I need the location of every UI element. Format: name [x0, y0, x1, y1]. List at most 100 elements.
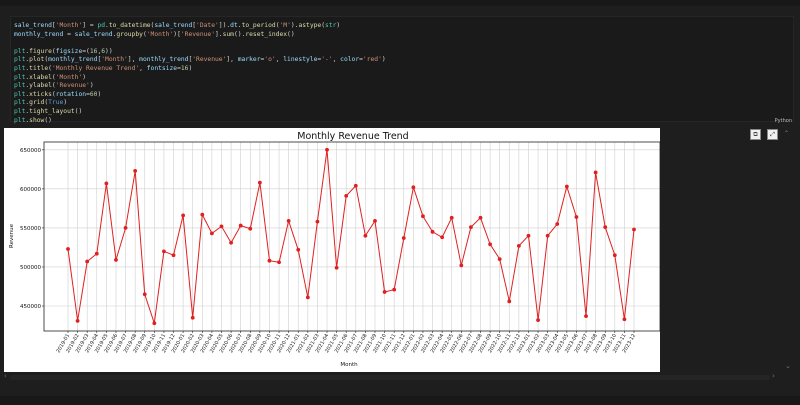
- expand-icon[interactable]: ⤢: [767, 129, 778, 140]
- code-token: (: [48, 64, 52, 72]
- code-token: dt: [230, 22, 238, 29]
- code-token: (): [74, 107, 83, 115]
- code-token: .: [25, 107, 30, 115]
- data-point: [257, 180, 262, 185]
- data-point: [593, 170, 598, 175]
- code-line[interactable]: plt.xlabel('Month'): [14, 74, 793, 83]
- code-line[interactable]: plt.ylabel('Revenue'): [14, 82, 793, 91]
- code-token: ,: [332, 56, 341, 64]
- code-line[interactable]: plt.grid(True): [14, 99, 793, 108]
- data-point: [190, 315, 195, 320]
- data-point: [440, 235, 445, 240]
- output-toolbar: ⧉ ⤢ ⌃: [750, 129, 795, 143]
- code-token: 'Month': [55, 22, 83, 29]
- code-line[interactable]: sale_trend['Month'] = pd.to_datetime(sal…: [14, 22, 793, 31]
- scrollbar-thumb[interactable]: [10, 375, 770, 380]
- data-point: [612, 253, 617, 258]
- code-token: ): [82, 73, 87, 81]
- code-token: [: [192, 22, 197, 29]
- code-token: figure: [29, 47, 52, 55]
- code-token: (: [51, 82, 56, 90]
- code-token: True: [48, 99, 64, 107]
- code-token: 60: [89, 90, 98, 98]
- code-token: (: [275, 22, 280, 29]
- data-point: [478, 215, 483, 220]
- code-token: =: [260, 56, 265, 64]
- code-token: .: [25, 82, 30, 90]
- code-token: .: [25, 73, 30, 81]
- chevron-up-icon[interactable]: ⌃: [783, 130, 790, 137]
- data-point: [162, 249, 166, 254]
- status-bar: [0, 396, 800, 405]
- data-point: [133, 168, 138, 173]
- code-token: [: [51, 22, 56, 29]
- code-token: 'red': [362, 56, 382, 64]
- code-token: ): [97, 90, 102, 98]
- code-token: reset_index: [245, 30, 288, 38]
- code-token: monthly_trend: [14, 30, 64, 38]
- code-token: to_datetime: [108, 22, 151, 29]
- code-token: str: [325, 22, 337, 29]
- scroll-left-arrow[interactable]: ‹: [4, 372, 7, 380]
- revenue-chart: Monthly Revenue Trend 450000 500000 550000…: [9, 131, 661, 368]
- code-line[interactable]: [14, 39, 793, 48]
- data-point: [94, 251, 99, 256]
- code-token: (): [287, 30, 295, 38]
- code-line[interactable]: plt.title('Monthly Revenue Trend', fonts…: [14, 65, 793, 74]
- code-token: plt: [14, 90, 26, 98]
- code-editor[interactable]: sale_trend['Month'] = pd.to_datetime(sal…: [10, 16, 794, 125]
- data-point: [545, 233, 550, 238]
- code-cell[interactable]: sale_trend['Month'] = pd.to_datetime(sal…: [0, 6, 800, 125]
- code-line[interactable]: plt.plot(monthly_trend['Month'], monthly…: [14, 56, 793, 65]
- y-tick-label: 550000: [20, 226, 41, 232]
- code-token: 'Month': [101, 56, 128, 64]
- data-point: [152, 321, 157, 326]
- code-line[interactable]: plt.tight_layout(): [14, 108, 793, 117]
- data-point: [344, 193, 349, 198]
- code-token: =: [63, 30, 75, 38]
- code-line[interactable]: plt.show(): [14, 117, 793, 126]
- data-point: [296, 247, 301, 252]
- code-token: fontsize: [146, 64, 178, 72]
- code-token: groupby: [116, 30, 143, 38]
- code-token: 'Month': [55, 73, 83, 81]
- language-label[interactable]: Python: [774, 118, 792, 124]
- code-token: color: [340, 56, 360, 64]
- y-tick-label: 600000: [20, 187, 41, 193]
- data-point: [469, 225, 473, 230]
- code-token: sum: [222, 30, 234, 38]
- data-point: [430, 229, 435, 234]
- code-token: plot: [29, 56, 45, 64]
- code-token: rotation: [55, 90, 87, 98]
- code-line[interactable]: plt.xticks(rotation=60): [14, 91, 793, 100]
- scroll-right-arrow[interactable]: ›: [772, 372, 775, 380]
- data-point: [392, 287, 397, 292]
- code-line[interactable]: monthly_trend = sale_trend.groupby('Mont…: [14, 31, 793, 40]
- data-point: [459, 263, 464, 268]
- y-tick-label: 650000: [20, 148, 41, 154]
- data-point: [526, 233, 531, 238]
- code-token: [: [97, 56, 102, 64]
- horizontal-scrollbar[interactable]: ‹ ›: [0, 372, 800, 384]
- scroll-down-arrow[interactable]: ⌄: [785, 362, 791, 370]
- code-token: plt: [14, 116, 26, 124]
- data-point: [305, 295, 310, 300]
- data-point: [200, 212, 205, 217]
- code-token: linestyle: [283, 56, 318, 64]
- code-token: ],: [226, 56, 238, 64]
- code-token: =: [177, 64, 181, 72]
- code-token: 16: [89, 47, 98, 55]
- code-token: ] =: [82, 22, 98, 29]
- code-token: ],: [127, 56, 140, 64]
- copy-icon[interactable]: ⧉: [750, 129, 761, 140]
- data-point: [401, 236, 406, 240]
- data-point: [497, 257, 502, 262]
- data-point: [373, 218, 377, 223]
- code-line[interactable]: plt.figure(figsize=(16,6)): [14, 48, 793, 57]
- code-token: =: [359, 56, 363, 64]
- code-text[interactable]: sale_trend['Month'] = pd.to_datetime(sal…: [11, 17, 793, 125]
- data-point: [516, 243, 521, 248]
- code-token: 'Month': [146, 30, 174, 38]
- data-point: [277, 260, 281, 265]
- cell-output: Monthly Revenue Trend 450000 500000 550000…: [4, 128, 661, 372]
